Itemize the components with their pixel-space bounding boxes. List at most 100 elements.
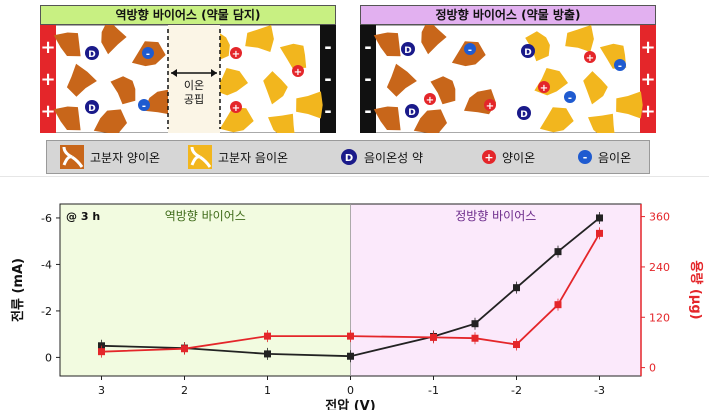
cation-icon: +	[482, 150, 496, 164]
cation-label: +	[586, 53, 594, 64]
x-tick-label: 0	[347, 384, 354, 397]
data-point	[347, 352, 354, 360]
polymer-anion-blob	[296, 91, 323, 119]
y-left-tick-label: 0	[45, 351, 52, 364]
polymer-cation-blob	[53, 106, 81, 131]
legend-label: 고분자 음이온	[218, 150, 289, 165]
ion-depletion-label: 이온 공핍	[184, 79, 204, 106]
drug-anion-label: D	[524, 48, 531, 58]
reverse-bias-title: 역방향 바이어스 (약물 담지)	[40, 5, 336, 25]
anion	[142, 47, 154, 59]
y-right-tick-label: 120	[649, 311, 670, 324]
anion-label: -	[618, 61, 622, 72]
polymer-anion-blob	[565, 25, 594, 52]
polymer-cation-blob	[386, 63, 417, 97]
anion	[614, 59, 626, 71]
electrode-sign: -	[324, 69, 331, 90]
polymer-anion-blob	[268, 113, 295, 133]
y-left-tick-label: -4	[41, 258, 52, 271]
drug-anion	[85, 46, 99, 60]
cation-label: +	[294, 67, 302, 78]
data-point	[98, 348, 105, 356]
legend-item: D 음이온성 약	[339, 141, 423, 173]
y-right-tick-label: 0	[649, 362, 656, 375]
legend-item: + 양이온	[481, 141, 535, 173]
electrode-sign: +	[40, 37, 55, 58]
anion-label: -	[142, 101, 146, 112]
anion-label: -	[146, 49, 150, 60]
x-tick-label: 3	[98, 384, 105, 397]
cation	[484, 99, 496, 111]
drug-anion-label: D	[88, 50, 95, 60]
x-tick-label: -1	[428, 384, 439, 397]
arrow-head	[171, 69, 177, 77]
data-point	[554, 301, 562, 309]
x-tick-label: 1	[264, 384, 271, 397]
cation-label: +	[232, 49, 240, 60]
data-point	[471, 334, 479, 342]
cation	[584, 51, 596, 63]
legend: 고분자 양이온 고분자 음이온 D 음이온성 약 + 양이온 - 음이온	[46, 140, 650, 174]
reverse-bias-panel: 역방향 바이어스 (약물 담지) + - + - + - 이온 공핍 D D - - + + +	[40, 5, 336, 133]
cation-label: +	[540, 83, 548, 94]
svg-text:D: D	[345, 153, 353, 164]
forward-bias-illustration: - + - + - + D D D D - - - + + + +	[360, 25, 656, 133]
forward-bias-title: 정방향 바이어스 (약물 방출)	[360, 5, 656, 25]
electrode-sign: +	[640, 101, 655, 122]
anion-label: -	[468, 45, 472, 56]
electrode-sign: +	[40, 69, 55, 90]
polymer-cation-blob	[93, 109, 127, 133]
cation-label: +	[232, 103, 240, 114]
electrode-sign: -	[364, 37, 371, 58]
polymer-cation-blob	[66, 63, 97, 97]
y-left-tick-label: -2	[41, 305, 52, 318]
anion	[464, 43, 476, 55]
drug-anion	[521, 44, 535, 58]
drug-anion	[517, 106, 531, 120]
right-electrode	[640, 25, 656, 133]
drug-anion	[85, 100, 99, 114]
polymer-anion-icon	[188, 145, 212, 169]
current-dose-chart: @ 3 h 역방향 바이어스 정방향 바이어스 3 2 1 0 -1 -2 -3 -6 -4 -2…	[10, 203, 704, 410]
electrode-sign: +	[640, 69, 655, 90]
svg-text:-: -	[583, 151, 588, 164]
polymer-cation-icon	[60, 145, 84, 169]
drug-anion-icon: D	[341, 149, 357, 165]
electrode-sign: -	[324, 101, 331, 122]
arrow-head	[211, 69, 217, 77]
cation-label: +	[426, 95, 434, 106]
reverse-bias-illustration: + - + - + - 이온 공핍 D D - - + + +	[40, 25, 336, 133]
cation	[292, 65, 304, 77]
anion	[564, 91, 576, 103]
polymer-cation-blob	[110, 76, 136, 105]
right-electrode	[320, 25, 336, 133]
data-point	[181, 345, 188, 353]
polymer-anion-blob	[525, 31, 550, 62]
y-right-tick-label: 240	[649, 261, 670, 274]
legend-label: 음이온성 약	[364, 150, 424, 165]
polymer-anion-blob	[214, 68, 248, 96]
polymer-anion-blob	[616, 91, 643, 119]
electrode-sign: +	[640, 37, 655, 58]
anion	[138, 99, 150, 111]
legend-label: 음이온	[598, 150, 632, 165]
polymer-cation-blob	[413, 109, 447, 133]
ion-depletion-label-line: 이온	[184, 79, 204, 92]
anion-icon: -	[578, 150, 592, 164]
y-axis-label-left: 전류 (mA)	[10, 258, 26, 322]
data-point	[430, 333, 437, 341]
legend-item: - 음이온	[577, 141, 631, 173]
chart-series	[98, 211, 603, 363]
electrode-sign: -	[324, 37, 331, 58]
polymer-anion-blob	[219, 107, 254, 133]
polymer-cation-blob	[373, 32, 401, 57]
left-electrode	[360, 25, 376, 133]
svg-text:+: +	[484, 151, 493, 164]
polymer-cation-blob	[53, 32, 81, 57]
data-point	[471, 320, 479, 328]
data-point	[264, 350, 271, 358]
cation	[230, 101, 242, 113]
reverse-bias-region	[60, 204, 351, 376]
polymer-cation-blob	[421, 25, 447, 55]
x-tick-label: -3	[594, 384, 605, 397]
